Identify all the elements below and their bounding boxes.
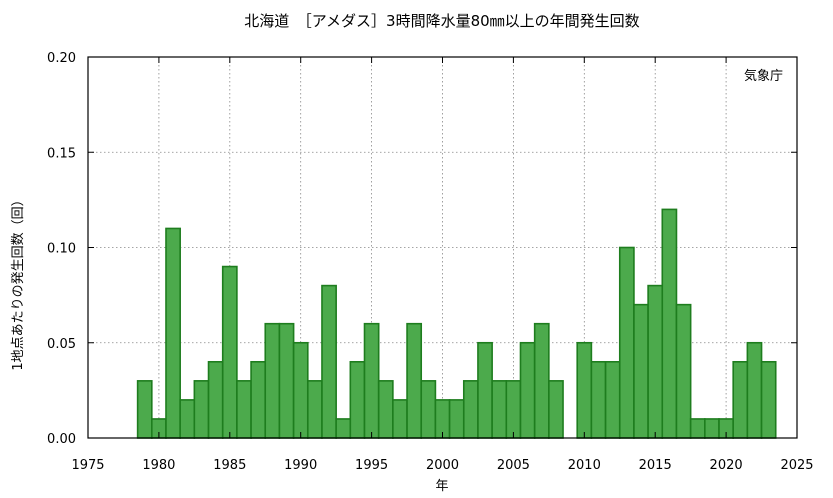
bar-2003: [477, 341, 493, 439]
bar-2010: [576, 341, 593, 439]
bar-1993: [335, 418, 352, 439]
bar-1995: [363, 322, 380, 439]
bar-1997: [392, 399, 408, 439]
bar-1990: [292, 341, 309, 439]
bar-1981: [165, 227, 181, 439]
bar-2015: [647, 284, 664, 439]
bar-1979: [136, 380, 153, 439]
chart-title: 北海道 ［アメダス］3時間降水量80㎜以上の年間発生回数: [244, 12, 639, 30]
bar-1989: [278, 322, 295, 439]
y-axis-ticks: 0.00 0.05 0.10 0.15 0.20: [47, 51, 797, 447]
bars: [136, 208, 777, 439]
x-axis-ticks: 1975 1980 1985 1990 1995 2000 2005 2010 2015 2020…: [71, 57, 814, 473]
bar-1983: [193, 380, 210, 439]
y-axis-label: 1地点あたりの発生回数（回）: [11, 193, 26, 370]
y-tick-label: 0.20: [47, 51, 76, 66]
bar-1984: [207, 360, 224, 439]
bar-2016: [661, 208, 678, 439]
x-tick-label: 1985: [213, 458, 246, 473]
bar-2002: [462, 380, 479, 439]
y-tick-label: 0.10: [47, 242, 76, 257]
y-tick-label: 0.00: [47, 432, 76, 447]
bar-2019: [704, 418, 720, 439]
bar-2008: [548, 380, 564, 439]
bar-2021: [732, 360, 749, 439]
bar-1996: [377, 380, 394, 439]
x-tick-label: 2020: [710, 458, 743, 473]
x-tick-label: 2010: [568, 458, 601, 473]
bar-2013: [618, 246, 635, 439]
bar-2011: [590, 360, 607, 439]
bar-1988: [264, 322, 281, 439]
bar-2005: [505, 380, 522, 439]
x-axis-label: 年: [435, 479, 448, 494]
bar-1986: [236, 380, 252, 439]
x-tick-label: 1990: [284, 458, 317, 473]
bar-1992: [321, 284, 337, 439]
x-tick-label: 1995: [355, 458, 388, 473]
bar-1999: [420, 380, 437, 439]
bar-1998: [406, 322, 423, 439]
bar-2007: [533, 322, 550, 439]
x-tick-label: 2000: [426, 458, 459, 473]
source-label: 気象庁: [744, 68, 783, 84]
y-tick-label: 0.05: [47, 337, 76, 352]
bar-1987: [250, 360, 267, 439]
x-tick-label: 1980: [142, 458, 175, 473]
y-tick-label: 0.15: [47, 146, 76, 161]
x-tick-label: 2025: [780, 458, 813, 473]
bar-2012: [604, 360, 621, 439]
bar-2018: [689, 418, 706, 439]
bar-2001: [448, 399, 465, 439]
bar-2023: [760, 360, 777, 439]
bar-1982: [179, 399, 196, 439]
x-tick-label: 1975: [71, 458, 104, 473]
bar-2022: [746, 341, 763, 439]
bar-1994: [349, 360, 366, 439]
bar-2017: [675, 303, 692, 439]
x-tick-label: 2005: [497, 458, 530, 473]
bar-2014: [633, 303, 649, 439]
bar-2006: [519, 341, 536, 439]
bar-1985: [221, 265, 238, 439]
x-tick-label: 2015: [639, 458, 672, 473]
bar-2004: [491, 380, 508, 439]
bar-1991: [306, 380, 323, 439]
